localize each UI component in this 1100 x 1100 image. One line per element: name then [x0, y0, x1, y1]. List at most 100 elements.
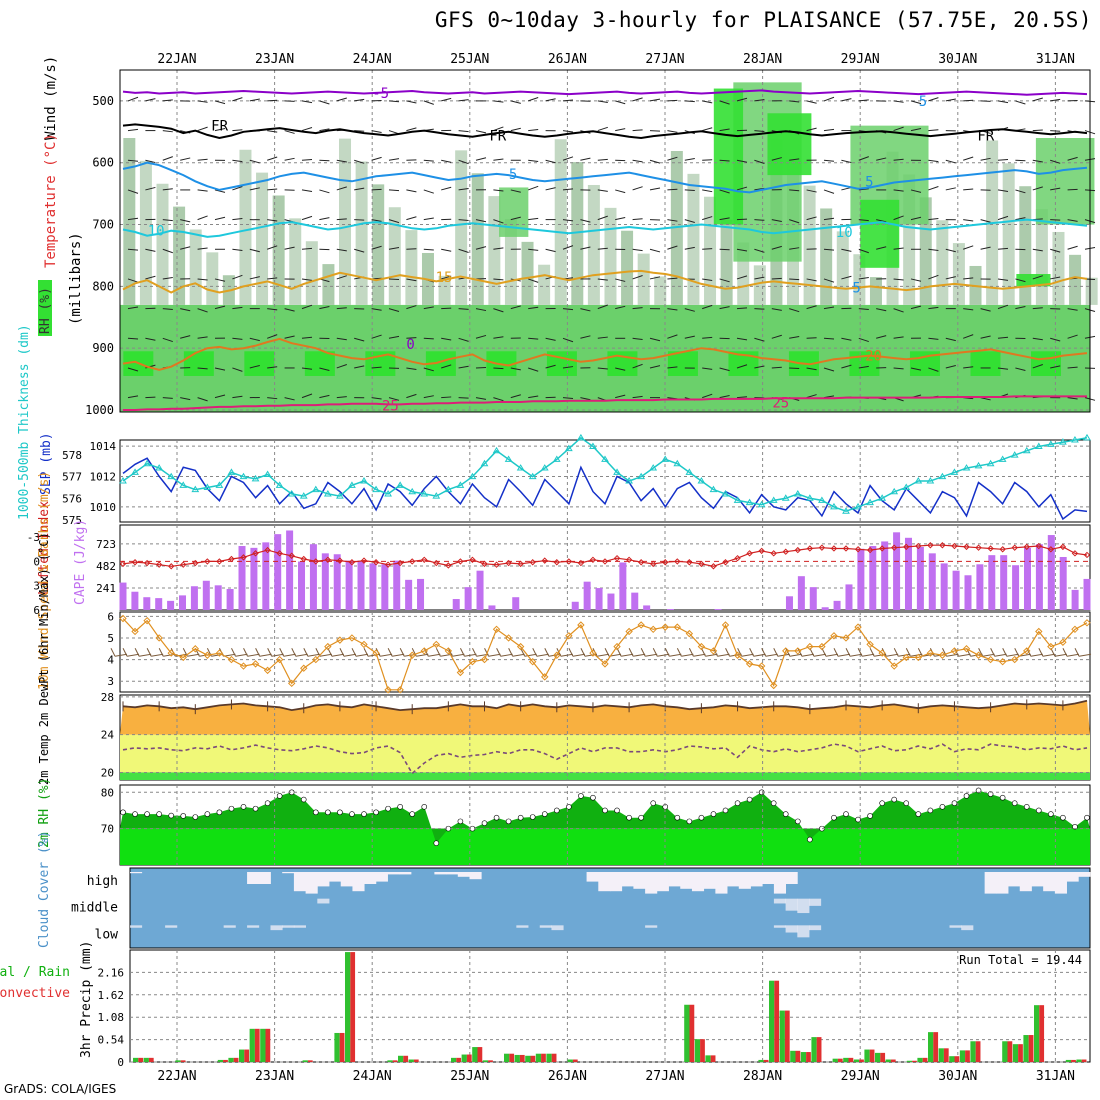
wind-barb: [789, 247, 800, 250]
wind-barb: [319, 217, 330, 221]
rh-column: [604, 207, 617, 305]
wind-barb-10m: [1002, 648, 1008, 657]
wind-barb: [214, 100, 226, 105]
wind-barb: [406, 189, 417, 193]
wind-barb-10m: [231, 648, 236, 657]
wind-barb: [893, 278, 904, 281]
lifted-index-point: [312, 558, 320, 565]
wind-barb: [1050, 337, 1061, 342]
precip-bar-total: [1065, 1059, 1072, 1062]
y-tick-label-left: 577: [62, 471, 82, 484]
wind-barb: [649, 365, 661, 369]
wind-barb: [232, 159, 243, 163]
x-tick-label-bottom: 22JAN: [157, 1069, 196, 1084]
wind-speed-point: [239, 662, 248, 670]
wind-speed-point: [287, 679, 296, 688]
precip-bar-convective: [710, 1055, 716, 1062]
thickness-point: [1083, 433, 1091, 441]
legend-convective: Convective: [0, 986, 70, 1001]
wind-speed-point: [914, 653, 923, 662]
wind-speed-point: [324, 642, 332, 651]
wind-barb: [441, 186, 452, 191]
thickness-point: [902, 483, 911, 490]
cloud-row-label: middle: [71, 901, 118, 916]
wind-speed-point: [589, 649, 597, 657]
wind-barb: [371, 219, 382, 222]
wind-barb: [719, 248, 730, 251]
precip-bar-total: [800, 1052, 807, 1062]
cape-bar: [452, 599, 460, 610]
cloud-cell: [785, 898, 798, 911]
cloud-cell: [352, 872, 365, 892]
rh-point: [204, 811, 211, 817]
wind-barb-10m: [339, 648, 345, 657]
wind-barb: [232, 367, 243, 372]
wind-barb: [371, 156, 382, 161]
cloud-cell: [1031, 872, 1044, 887]
lifted-index-point: [878, 545, 886, 552]
wind-barb: [162, 156, 173, 161]
precip-bar-total: [790, 1050, 796, 1062]
cape-bar: [417, 578, 425, 610]
wind-barb: [754, 365, 765, 369]
rh-point: [674, 814, 681, 821]
cloud-cell: [1008, 872, 1021, 887]
wind-barb-10m: [813, 653, 826, 657]
y-tick-label: 20: [101, 766, 114, 779]
wind-barb: [928, 159, 939, 163]
cape-bar: [345, 560, 353, 610]
wind-speed-point: [372, 649, 380, 657]
wind-barb: [876, 335, 887, 339]
wind-speed-point: [348, 634, 356, 642]
wind-barb-10m: [271, 653, 284, 657]
precip-bar-convective: [254, 1028, 260, 1062]
wind-barb: [475, 308, 487, 312]
y-tick-label: 900: [92, 341, 114, 355]
precip-bar-convective: [1018, 1044, 1023, 1062]
wind-barb: [945, 364, 956, 369]
rh-point: [156, 811, 162, 817]
wind-barb: [632, 218, 643, 221]
isotherm-FR: [122, 123, 1088, 140]
wind-barb: [232, 97, 243, 102]
wind-barb: [841, 159, 852, 164]
wind-barb: [806, 100, 817, 104]
lifted-index-point: [300, 555, 307, 563]
wind-barb: [736, 364, 748, 369]
wind-barb: [997, 159, 1009, 161]
lifted-index-point: [577, 559, 585, 567]
wind-barb-10m: [512, 653, 525, 657]
thickness-point: [516, 464, 525, 471]
wind-barb: [458, 219, 469, 221]
wind-barb: [249, 364, 260, 369]
cape-bar: [797, 576, 805, 610]
precip-bar-total: [334, 1032, 340, 1062]
cape-bar: [1012, 565, 1020, 610]
wind-speed-point: [456, 668, 465, 677]
precip-bar-convective: [784, 1010, 790, 1062]
wind-barb: [597, 278, 608, 281]
thickness-point: [890, 487, 899, 495]
wind-barb: [702, 336, 713, 339]
wind-barb: [232, 337, 243, 340]
rh-point: [1072, 824, 1078, 830]
wind-barb: [684, 335, 695, 339]
wind-barb: [858, 337, 869, 343]
precip-bar-total: [1002, 1041, 1008, 1062]
thickness-point: [818, 496, 826, 503]
wind-barb: [441, 364, 452, 369]
precip-bar-total: [387, 1060, 393, 1062]
wind-barb-10m: [452, 653, 465, 657]
rh-saturated-patch: [860, 199, 900, 268]
wind-speed-point: [119, 614, 127, 623]
y-axis-label: 10m Wind Speed & Barbs (m/s): [37, 471, 52, 690]
wind-barb-10m: [837, 653, 851, 657]
precip-bar-total: [705, 1055, 711, 1062]
wind-barb: [423, 100, 434, 105]
wind-barb: [441, 307, 452, 310]
lifted-index-point: [264, 546, 271, 554]
cloud-cell: [317, 898, 330, 904]
cape-bar: [155, 598, 163, 610]
precip-bar-convective: [466, 1054, 472, 1062]
cape-bar: [226, 588, 234, 610]
